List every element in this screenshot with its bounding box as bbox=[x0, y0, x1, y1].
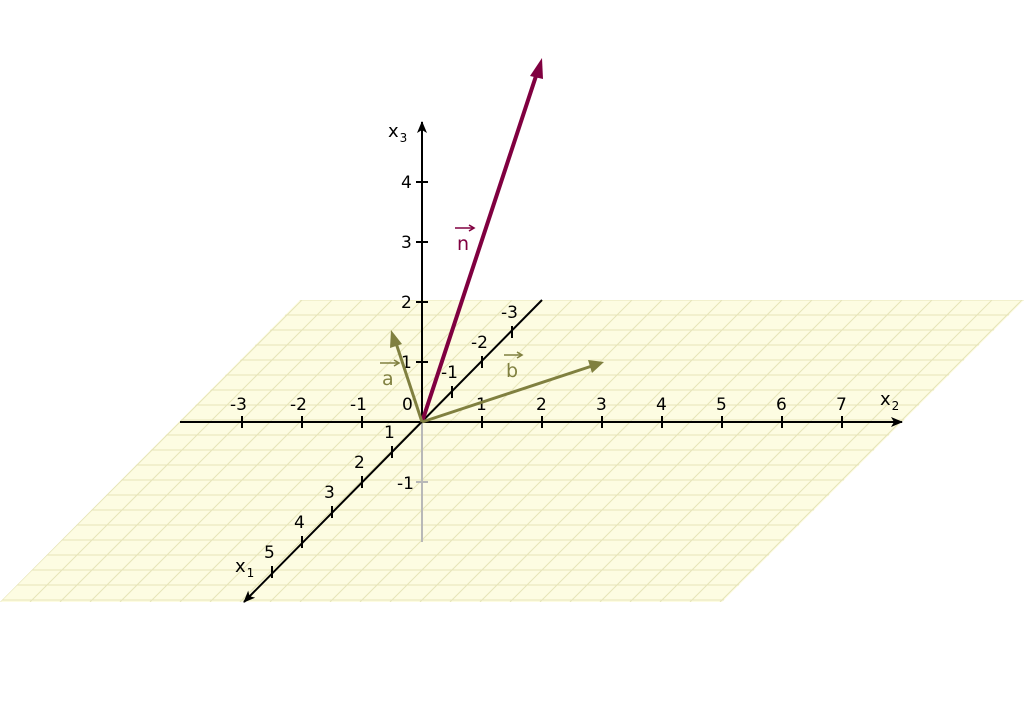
grid-line bbox=[479, 300, 783, 602]
vector-a: a bbox=[380, 330, 424, 423]
grid-line bbox=[0, 300, 303, 602]
grid-line bbox=[179, 300, 483, 602]
x2-tick-label: 5 bbox=[716, 395, 727, 415]
vector-n-label: n bbox=[457, 233, 469, 255]
vector-n-line bbox=[420, 75, 538, 423]
grid-line bbox=[0, 300, 3, 602]
grid-line bbox=[299, 300, 603, 602]
x1-negative-tick-label: -3 bbox=[501, 303, 518, 323]
x3-axis-name: x3 bbox=[388, 121, 407, 145]
vector-b-label: b bbox=[506, 360, 518, 382]
x3-tick-label: 3 bbox=[401, 233, 412, 253]
x2-tick-label: -2 bbox=[290, 395, 307, 415]
grid-line bbox=[449, 300, 753, 602]
x1-negative-tick-label: -2 bbox=[471, 333, 488, 353]
vector-a-arrowhead bbox=[390, 330, 402, 348]
vector-b-arrowhead bbox=[588, 360, 604, 373]
vector-a-label: a bbox=[382, 368, 394, 390]
x3-tick-label: 4 bbox=[401, 173, 412, 193]
vector-n: n bbox=[420, 58, 543, 423]
grid-line bbox=[419, 300, 723, 602]
x2-axis-name: x2 bbox=[880, 389, 899, 413]
x1-tick-label: 2 bbox=[354, 453, 365, 473]
x1-tick-label: 4 bbox=[294, 513, 305, 533]
grid-line bbox=[569, 300, 873, 602]
x1-axis-name: x1 bbox=[235, 556, 254, 580]
grid-line bbox=[0, 300, 33, 602]
origin-label: 0 bbox=[402, 395, 413, 415]
negative-x3-tick-label: -1 bbox=[397, 474, 414, 494]
x1-negative-tick-label: -1 bbox=[441, 363, 458, 383]
grid-line bbox=[509, 300, 813, 602]
negative-x3-axis: -1 bbox=[397, 422, 428, 542]
x1-x2-plane bbox=[0, 300, 1024, 602]
x2-tick-label: 7 bbox=[836, 395, 847, 415]
vector-a-overarrow bbox=[380, 359, 401, 367]
x1-tick-label: 5 bbox=[264, 543, 275, 563]
grid-line bbox=[599, 300, 903, 602]
grid-line bbox=[539, 300, 843, 602]
grid-line bbox=[29, 300, 333, 602]
grid-line bbox=[209, 300, 513, 602]
grid-line bbox=[119, 300, 423, 602]
x3-ticks bbox=[416, 181, 428, 363]
grid-line bbox=[149, 300, 453, 602]
x1-axis: -1 -2 -3 1 2 3 4 5 x1 bbox=[235, 299, 543, 603]
grid-line bbox=[329, 300, 633, 602]
x2-tick-label: 6 bbox=[776, 395, 787, 415]
grid-line bbox=[989, 300, 1024, 602]
grid-line bbox=[689, 300, 993, 602]
grid-line bbox=[59, 300, 363, 602]
x1-tick-label: 1 bbox=[384, 423, 395, 443]
vector-n-overarrow bbox=[455, 224, 476, 232]
vector-b-line bbox=[421, 364, 593, 424]
x2-tick-label: -3 bbox=[230, 395, 247, 415]
x2-ticks bbox=[241, 416, 843, 428]
x3-tick-label: 2 bbox=[401, 293, 412, 313]
x2-tick-label: 2 bbox=[536, 395, 547, 415]
x3-tick-label: 1 bbox=[401, 353, 412, 373]
vector-n-arrowhead bbox=[530, 58, 543, 79]
x2-tick-label: 4 bbox=[656, 395, 667, 415]
grid-line bbox=[629, 300, 933, 602]
grid-line bbox=[389, 300, 693, 602]
grid-line bbox=[719, 300, 1023, 602]
x2-tick-label: -1 bbox=[350, 395, 367, 415]
x1-ticks bbox=[271, 326, 513, 578]
vector-a-line bbox=[394, 342, 424, 423]
x1-tick-label: 3 bbox=[324, 483, 335, 503]
x2-axis: -3 -2 -1 1 2 3 4 5 6 7 x2 bbox=[180, 389, 903, 428]
x2-tick-label: 1 bbox=[476, 395, 487, 415]
vector-b-overarrow bbox=[504, 351, 524, 359]
grid-line bbox=[359, 300, 663, 602]
x2-tick-label: 3 bbox=[596, 395, 607, 415]
grid-line bbox=[1019, 300, 1024, 602]
grid-line bbox=[89, 300, 393, 602]
vector-b: b bbox=[421, 351, 604, 424]
x3-axis: 1 2 3 4 x3 bbox=[388, 121, 428, 422]
grid-line bbox=[659, 300, 963, 602]
